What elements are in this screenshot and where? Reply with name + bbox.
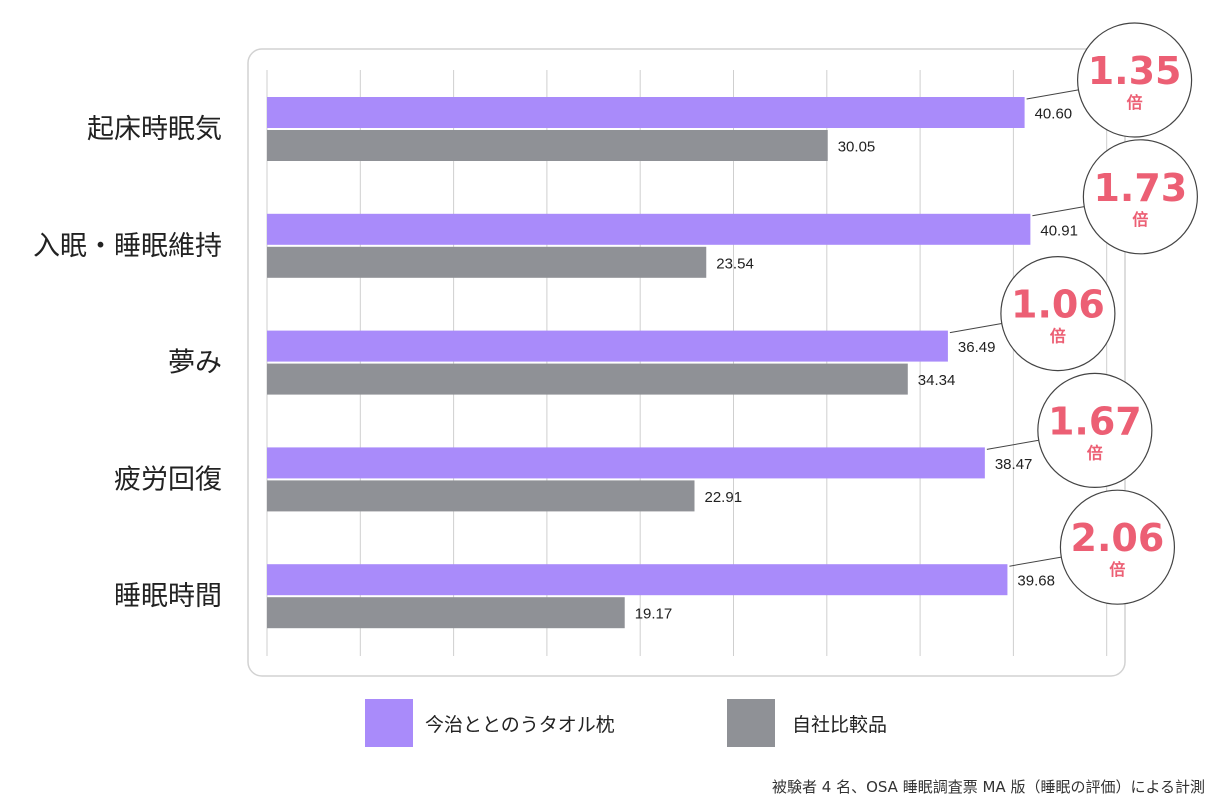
value-label: 39.68 <box>1017 573 1055 590</box>
ratio-bubble <box>1076 22 1193 138</box>
ratio-bubble <box>1059 489 1176 605</box>
bar-series-2 <box>267 130 828 161</box>
value-label: 34.34 <box>918 372 956 389</box>
legend-label-1: 今治ととのうタオル枕 <box>425 714 615 736</box>
value-label: 40.91 <box>1040 222 1078 239</box>
value-label: 40.60 <box>1035 106 1073 123</box>
legend-swatch-1 <box>365 699 413 747</box>
category-label: 疲労回復 <box>114 464 222 495</box>
value-label: 36.49 <box>958 339 996 356</box>
callout-line <box>949 322 1002 334</box>
bar-series-2 <box>267 246 707 278</box>
legend: 今治ととのうタオル枕 自社比較品 <box>365 699 887 747</box>
legend-swatch-2 <box>727 699 775 747</box>
ratio-unit: 倍 <box>1087 443 1103 462</box>
callout-line <box>1009 556 1062 567</box>
category-label: 起床時眠気 <box>87 114 222 145</box>
bar-series-1 <box>267 447 985 479</box>
bar-series-1 <box>267 330 948 362</box>
bar-series-1 <box>267 564 1008 596</box>
bar-series-1 <box>267 213 1031 245</box>
ratio-unit: 倍 <box>1132 210 1148 229</box>
legend-label-2: 自社比較品 <box>792 714 887 736</box>
ratio-value: 1.06 <box>1011 283 1105 327</box>
value-label: 38.47 <box>995 456 1033 473</box>
bar-series-2 <box>267 480 695 512</box>
bar-series-2 <box>267 597 625 629</box>
value-label: 22.91 <box>705 489 743 506</box>
value-label: 30.05 <box>838 139 876 156</box>
callout-line <box>1032 206 1085 217</box>
category-label: 睡眠時間 <box>114 581 222 612</box>
ratio-bubble <box>1037 372 1153 488</box>
ratio-value: 2.06 <box>1071 516 1165 560</box>
plot-frame <box>247 48 1126 677</box>
ratio-unit: 倍 <box>1050 327 1066 346</box>
callout-line <box>986 439 1039 450</box>
callout-line <box>1026 89 1079 100</box>
footnote: 被験者 4 名、OSA 睡眠調査票 MA 版（睡眠の評価）による計測 <box>772 778 1205 796</box>
value-label: 19.17 <box>635 606 673 623</box>
category-label: 夢み <box>168 348 222 379</box>
ratio-bubble <box>1000 256 1116 372</box>
ratio-unit: 倍 <box>1109 560 1125 579</box>
ratio-bubble <box>1082 139 1198 255</box>
category-label: 入眠・睡眠維持 <box>33 231 222 262</box>
bars <box>267 97 1031 629</box>
ratio-unit: 倍 <box>1127 93 1143 112</box>
value-label: 23.54 <box>716 255 754 272</box>
bar-series-2 <box>267 363 908 395</box>
bar-series-1 <box>267 97 1025 128</box>
ratio-value: 1.73 <box>1093 166 1187 210</box>
ratio-value: 1.67 <box>1048 399 1142 443</box>
ratio-value: 1.35 <box>1088 49 1182 93</box>
